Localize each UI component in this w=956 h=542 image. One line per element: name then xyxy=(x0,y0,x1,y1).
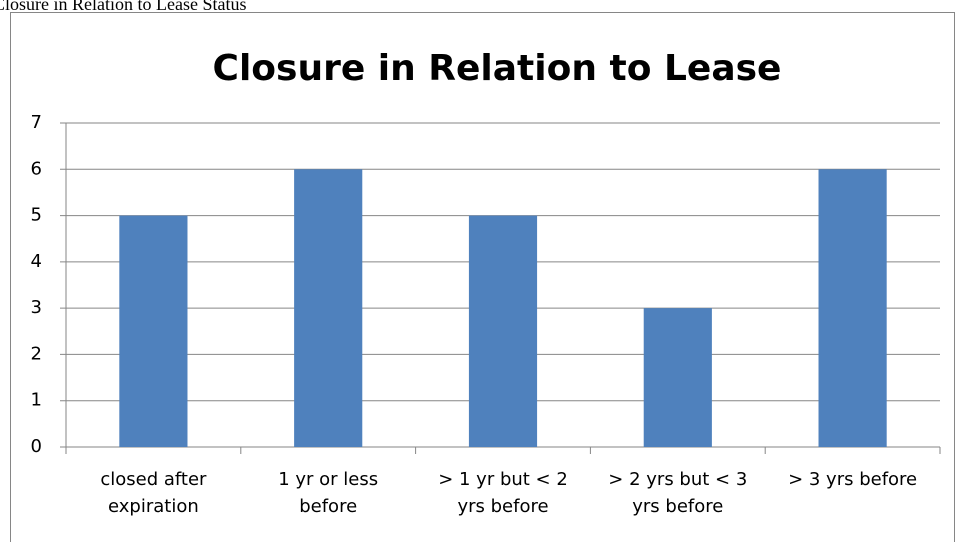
bar xyxy=(119,215,188,447)
y-tick-label: 6 xyxy=(31,158,42,179)
y-tick-label: 7 xyxy=(31,112,42,133)
chart-title: Closure in Relation to Lease xyxy=(213,48,782,89)
x-tick-label: 1 yr or less before xyxy=(278,469,379,517)
bar xyxy=(643,308,712,447)
x-tick-label: > 1 yr but < 2 yrs before xyxy=(438,469,568,517)
bar xyxy=(818,169,887,448)
y-tick-label: 5 xyxy=(31,205,42,226)
caption: Closure in Relation to Lease Status xyxy=(0,0,247,14)
y-tick-label: 0 xyxy=(31,436,42,457)
chart-border xyxy=(10,12,955,542)
x-tick-label: > 3 yrs before xyxy=(788,469,918,490)
bar xyxy=(294,169,363,448)
x-tick-label: closed after expiration xyxy=(100,469,207,517)
bar xyxy=(468,215,538,447)
x-tick-label: > 2 yrs but < 3 yrs before xyxy=(608,469,748,517)
y-tick-label: 4 xyxy=(31,251,42,272)
y-tick-label: 3 xyxy=(31,297,42,318)
y-tick-label: 1 xyxy=(31,390,42,411)
y-tick-label: 2 xyxy=(31,343,42,364)
